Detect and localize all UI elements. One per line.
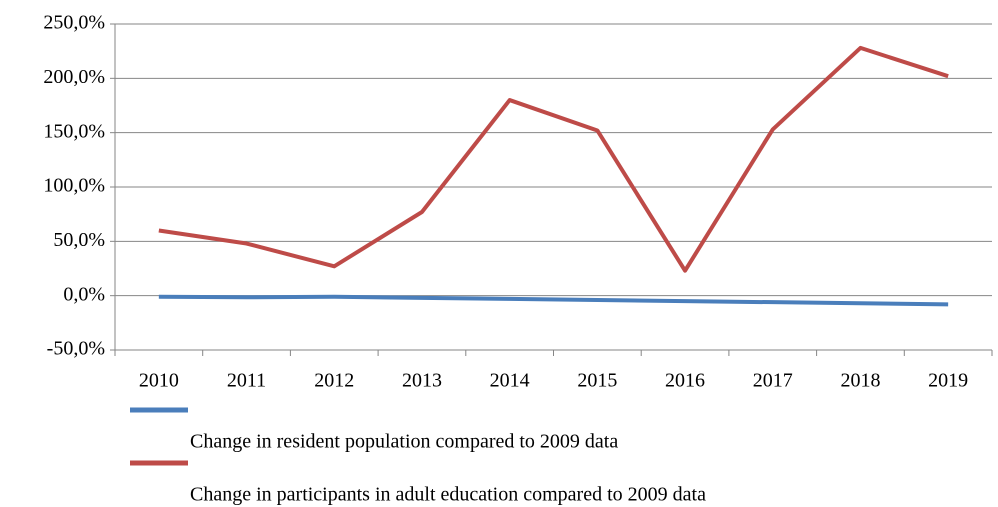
y-tick-label: 250,0% — [43, 12, 105, 34]
data-line — [158, 45, 949, 273]
x-tick-label: 2010 — [139, 370, 179, 392]
y-tick-label: 200,0% — [43, 66, 105, 88]
x-tick-label: 2019 — [928, 370, 968, 392]
legend-label: Change in resident population compared t… — [190, 431, 618, 453]
x-tick-label: 2018 — [840, 370, 880, 392]
legend-label: Change in participants in adult educatio… — [190, 484, 706, 506]
y-tick-label: -50,0% — [47, 338, 105, 360]
y-tick-label: 150,0% — [43, 120, 105, 142]
x-tick-label: 2014 — [490, 370, 530, 392]
x-tick-label: 2015 — [577, 370, 617, 392]
y-tick-label: 100,0% — [43, 175, 105, 197]
data-line — [158, 294, 949, 307]
x-tick-label: 2017 — [753, 370, 793, 392]
x-tick-label: 2016 — [665, 370, 705, 392]
y-tick-label: 50,0% — [53, 229, 105, 251]
x-tick-label: 2013 — [402, 370, 442, 392]
x-tick-label: 2011 — [227, 370, 266, 392]
x-tick-label: 2012 — [314, 370, 354, 392]
y-tick-label: 0,0% — [63, 283, 105, 305]
